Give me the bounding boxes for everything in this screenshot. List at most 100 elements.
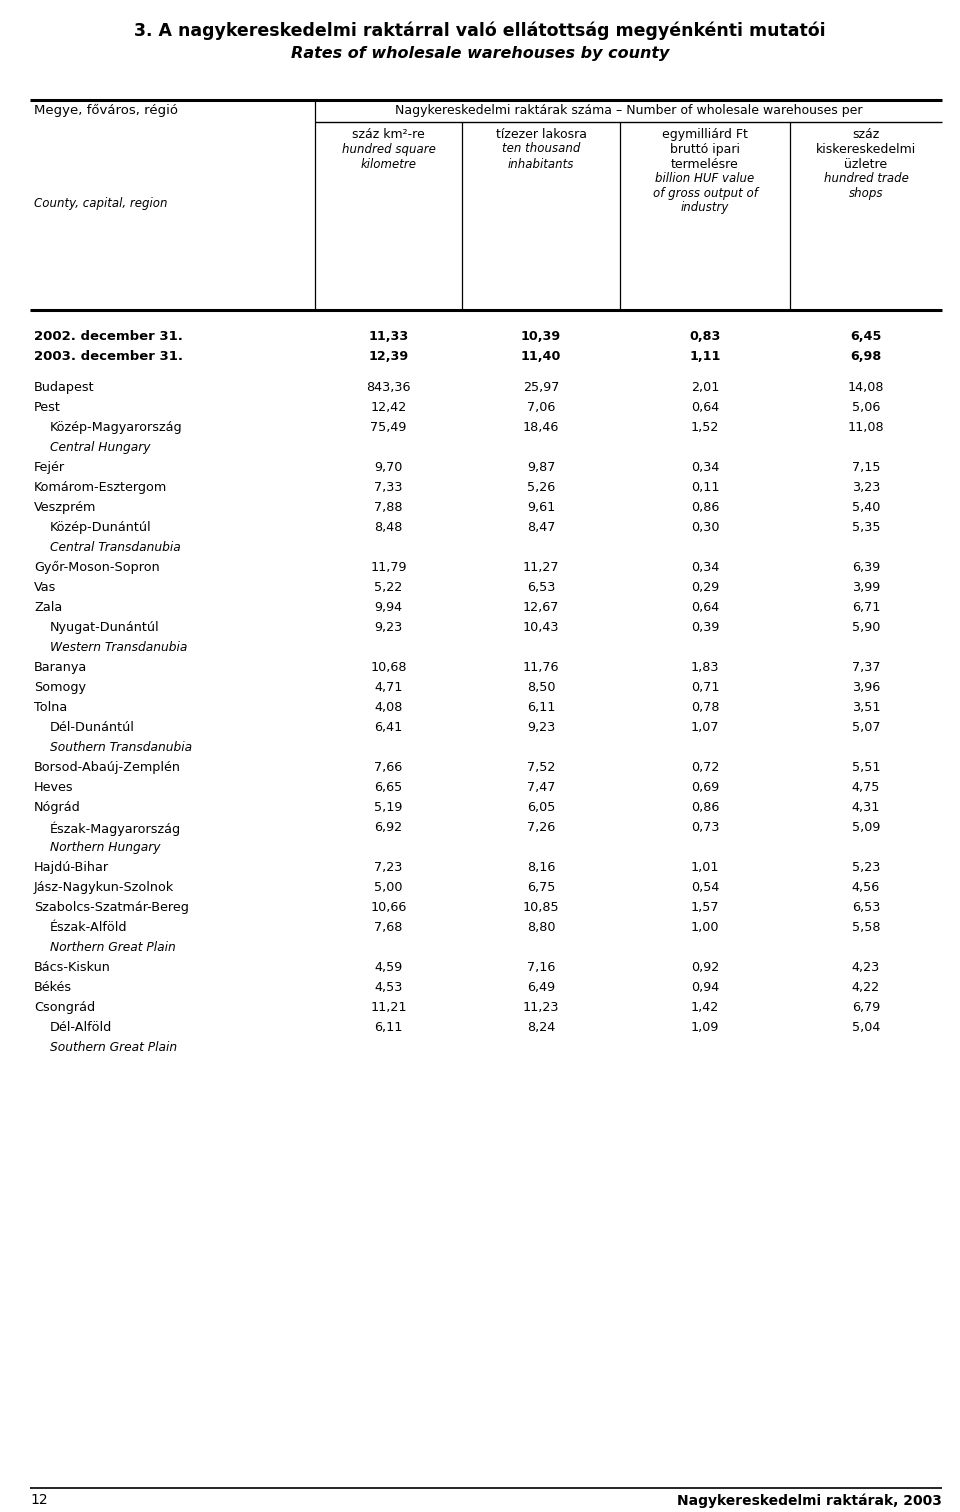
Text: 10,68: 10,68: [371, 661, 407, 674]
Text: 5,35: 5,35: [852, 522, 880, 534]
Text: 0,11: 0,11: [691, 481, 719, 494]
Text: 7,47: 7,47: [527, 782, 555, 794]
Text: 3,51: 3,51: [852, 702, 880, 714]
Text: Central Hungary: Central Hungary: [50, 442, 151, 454]
Text: 11,33: 11,33: [369, 330, 409, 343]
Text: 0,34: 0,34: [691, 561, 719, 575]
Text: County, capital, region: County, capital, region: [34, 197, 167, 210]
Text: Zala: Zala: [34, 600, 62, 614]
Text: Southern Transdanubia: Southern Transdanubia: [50, 741, 192, 754]
Text: 5,26: 5,26: [527, 481, 555, 494]
Text: 0,73: 0,73: [691, 821, 719, 835]
Text: 5,04: 5,04: [852, 1021, 880, 1034]
Text: 6,05: 6,05: [527, 801, 555, 813]
Text: 7,52: 7,52: [527, 761, 555, 774]
Text: Veszprém: Veszprém: [34, 500, 96, 514]
Text: 6,11: 6,11: [374, 1021, 402, 1034]
Text: Budapest: Budapest: [34, 381, 95, 395]
Text: 4,56: 4,56: [852, 881, 880, 894]
Text: 6,53: 6,53: [527, 581, 555, 594]
Text: száz
kiskereskedelmi
üzletre: száz kiskereskedelmi üzletre: [816, 129, 916, 171]
Text: Fejér: Fejér: [34, 461, 65, 473]
Text: 6,79: 6,79: [852, 1001, 880, 1015]
Text: 9,70: 9,70: [374, 461, 402, 473]
Text: Dél-Alföld: Dél-Alföld: [50, 1021, 112, 1034]
Text: Northern Great Plain: Northern Great Plain: [50, 940, 176, 954]
Text: 5,51: 5,51: [852, 761, 880, 774]
Text: 9,61: 9,61: [527, 500, 555, 514]
Text: 9,87: 9,87: [527, 461, 555, 473]
Text: 5,40: 5,40: [852, 500, 880, 514]
Text: 11,76: 11,76: [523, 661, 560, 674]
Text: 0,92: 0,92: [691, 962, 719, 974]
Text: 6,92: 6,92: [374, 821, 402, 835]
Text: 8,47: 8,47: [527, 522, 555, 534]
Text: Vas: Vas: [34, 581, 57, 594]
Text: 5,19: 5,19: [374, 801, 402, 813]
Text: 6,75: 6,75: [527, 881, 555, 894]
Text: 8,24: 8,24: [527, 1021, 555, 1034]
Text: egymilliárd Ft
bruttó ipari
termelésre: egymilliárd Ft bruttó ipari termelésre: [662, 129, 748, 171]
Text: 4,08: 4,08: [374, 702, 402, 714]
Text: Pest: Pest: [34, 401, 60, 414]
Text: 0,86: 0,86: [691, 801, 719, 813]
Text: 0,34: 0,34: [691, 461, 719, 473]
Text: Heves: Heves: [34, 782, 74, 794]
Text: Békés: Békés: [34, 981, 72, 993]
Text: 7,23: 7,23: [374, 860, 402, 874]
Text: 9,94: 9,94: [374, 600, 402, 614]
Text: 10,66: 10,66: [371, 901, 407, 913]
Text: 6,98: 6,98: [851, 349, 881, 363]
Text: 843,36: 843,36: [367, 381, 411, 395]
Text: 3,99: 3,99: [852, 581, 880, 594]
Text: 75,49: 75,49: [371, 420, 407, 434]
Text: Közép-Magyarország: Közép-Magyarország: [50, 420, 182, 434]
Text: Szabolcs-Szatmár-Bereg: Szabolcs-Szatmár-Bereg: [34, 901, 189, 913]
Text: 8,48: 8,48: [374, 522, 402, 534]
Text: 5,22: 5,22: [374, 581, 402, 594]
Text: 12,42: 12,42: [371, 401, 407, 414]
Text: Tolna: Tolna: [34, 702, 67, 714]
Text: Somogy: Somogy: [34, 680, 86, 694]
Text: 4,23: 4,23: [852, 962, 880, 974]
Text: 5,07: 5,07: [852, 721, 880, 733]
Text: 0,72: 0,72: [691, 761, 719, 774]
Text: száz km²-re: száz km²-re: [352, 129, 425, 141]
Text: Nyugat-Dunántúl: Nyugat-Dunántúl: [50, 621, 159, 634]
Text: 0,64: 0,64: [691, 401, 719, 414]
Text: 1,00: 1,00: [691, 921, 719, 934]
Text: 0,71: 0,71: [691, 680, 719, 694]
Text: Komárom-Esztergom: Komárom-Esztergom: [34, 481, 167, 494]
Text: 3,96: 3,96: [852, 680, 880, 694]
Text: 7,66: 7,66: [374, 761, 402, 774]
Text: 7,15: 7,15: [852, 461, 880, 473]
Text: 10,85: 10,85: [522, 901, 560, 913]
Text: 6,39: 6,39: [852, 561, 880, 575]
Text: Hajdú-Bihar: Hajdú-Bihar: [34, 860, 109, 874]
Text: 2003. december 31.: 2003. december 31.: [34, 349, 183, 363]
Text: 1,09: 1,09: [691, 1021, 719, 1034]
Text: 1,07: 1,07: [691, 721, 719, 733]
Text: 4,53: 4,53: [374, 981, 402, 993]
Text: Csongrád: Csongrád: [34, 1001, 95, 1015]
Text: 7,26: 7,26: [527, 821, 555, 835]
Text: Nagykereskedelmi raktárak száma – Number of wholesale warehouses per: Nagykereskedelmi raktárak száma – Number…: [395, 104, 862, 116]
Text: Észak-Magyarország: Észak-Magyarország: [50, 821, 181, 836]
Text: 4,22: 4,22: [852, 981, 880, 993]
Text: Northern Hungary: Northern Hungary: [50, 841, 160, 854]
Text: 8,50: 8,50: [527, 680, 555, 694]
Text: Megye, főváros, régió: Megye, főváros, régió: [34, 104, 178, 116]
Text: Nagykereskedelmi raktárak, 2003: Nagykereskedelmi raktárak, 2003: [677, 1492, 942, 1507]
Text: 6,65: 6,65: [374, 782, 402, 794]
Text: 9,23: 9,23: [374, 621, 402, 634]
Text: 6,49: 6,49: [527, 981, 555, 993]
Text: 1,42: 1,42: [691, 1001, 719, 1015]
Text: 6,71: 6,71: [852, 600, 880, 614]
Text: 0,39: 0,39: [691, 621, 719, 634]
Text: 1,01: 1,01: [691, 860, 719, 874]
Text: 6,45: 6,45: [851, 330, 881, 343]
Text: 1,57: 1,57: [691, 901, 719, 913]
Text: 0,30: 0,30: [691, 522, 719, 534]
Text: Rates of wholesale warehouses by county: Rates of wholesale warehouses by county: [291, 45, 669, 60]
Text: 9,23: 9,23: [527, 721, 555, 733]
